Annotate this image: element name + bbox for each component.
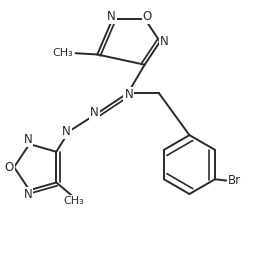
- Text: N: N: [24, 188, 33, 201]
- Text: N: N: [124, 88, 133, 101]
- Text: N: N: [62, 125, 71, 138]
- Text: N: N: [160, 35, 169, 48]
- Text: N: N: [90, 106, 99, 119]
- Text: O: O: [4, 161, 14, 174]
- Text: Br: Br: [228, 174, 241, 187]
- Text: CH₃: CH₃: [64, 196, 85, 206]
- Text: O: O: [143, 10, 152, 23]
- Text: CH₃: CH₃: [53, 48, 73, 58]
- Text: N: N: [24, 133, 33, 146]
- Text: N: N: [107, 10, 116, 23]
